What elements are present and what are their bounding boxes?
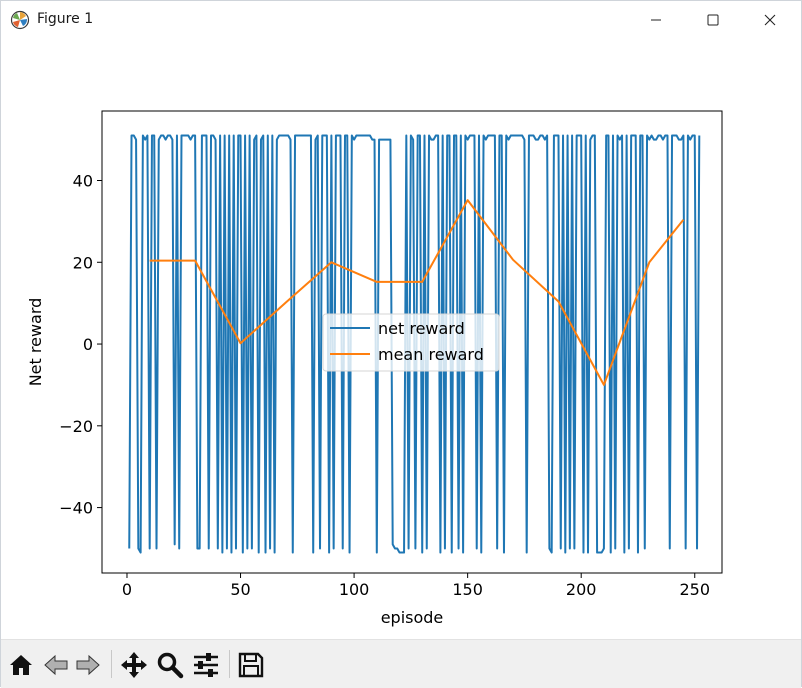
- legend: net reward mean reward: [322, 313, 500, 372]
- minimize-icon: [651, 19, 661, 21]
- zoom-icon: [157, 652, 184, 679]
- toolbar-separator: [111, 650, 112, 678]
- y-axis-label: Net reward: [26, 298, 45, 387]
- back-button[interactable]: [41, 650, 71, 680]
- mean-reward-series: [149, 199, 685, 386]
- configure-icon: [194, 653, 218, 677]
- zoom-button[interactable]: [155, 650, 185, 680]
- x-tick-label: 200: [566, 580, 597, 599]
- legend-label-mean-reward: mean reward: [378, 345, 484, 364]
- save-button[interactable]: [236, 650, 266, 680]
- navigation-toolbar: [1, 639, 801, 688]
- y-tick-label: 20: [73, 253, 93, 272]
- forward-arrow-icon: [76, 654, 100, 676]
- axes-frame: [101, 110, 723, 574]
- x-tick-label: 50: [230, 580, 250, 599]
- home-button[interactable]: [6, 650, 36, 680]
- x-axis-label: episode: [381, 608, 444, 627]
- y-axis: −40 −20 0 20 40: [59, 172, 102, 518]
- y-tick-label: 0: [83, 335, 93, 354]
- x-tick-label: 100: [339, 580, 370, 599]
- toolbar-separator: [229, 650, 230, 678]
- minimize-button[interactable]: [633, 1, 679, 39]
- x-tick-label: 150: [452, 580, 483, 599]
- close-icon: [764, 14, 776, 26]
- y-tick-label: −20: [59, 417, 93, 436]
- back-arrow-icon: [44, 654, 68, 676]
- y-tick-label: −40: [59, 499, 93, 518]
- title-bar[interactable]: Figure 1: [1, 1, 801, 39]
- legend-label-net-reward: net reward: [378, 319, 465, 338]
- line-chart: 0 50 100 150 200 250 −40 −20 0 20 40 episode Net …: [26, 110, 723, 627]
- y-tick-label: 40: [73, 172, 93, 191]
- x-tick-label: 0: [122, 580, 132, 599]
- close-button[interactable]: [747, 1, 793, 39]
- save-icon: [238, 652, 264, 678]
- pan-button[interactable]: [119, 650, 149, 680]
- figure-canvas[interactable]: 0 50 100 150 200 250 −40 −20 0 20 40 episode Net …: [1, 39, 801, 639]
- forward-button[interactable]: [73, 650, 103, 680]
- matplotlib-logo-icon: [10, 10, 30, 30]
- x-tick-label: 250: [679, 580, 710, 599]
- move-icon: [121, 652, 147, 678]
- home-icon: [10, 655, 32, 675]
- window-title: Figure 1: [37, 11, 94, 27]
- mean-reward-line: [149, 199, 685, 386]
- maximize-button[interactable]: [690, 1, 736, 39]
- configure-subplots-button[interactable]: [191, 650, 221, 680]
- x-axis: 0 50 100 150 200 250: [122, 573, 710, 599]
- maximize-icon: [707, 14, 719, 26]
